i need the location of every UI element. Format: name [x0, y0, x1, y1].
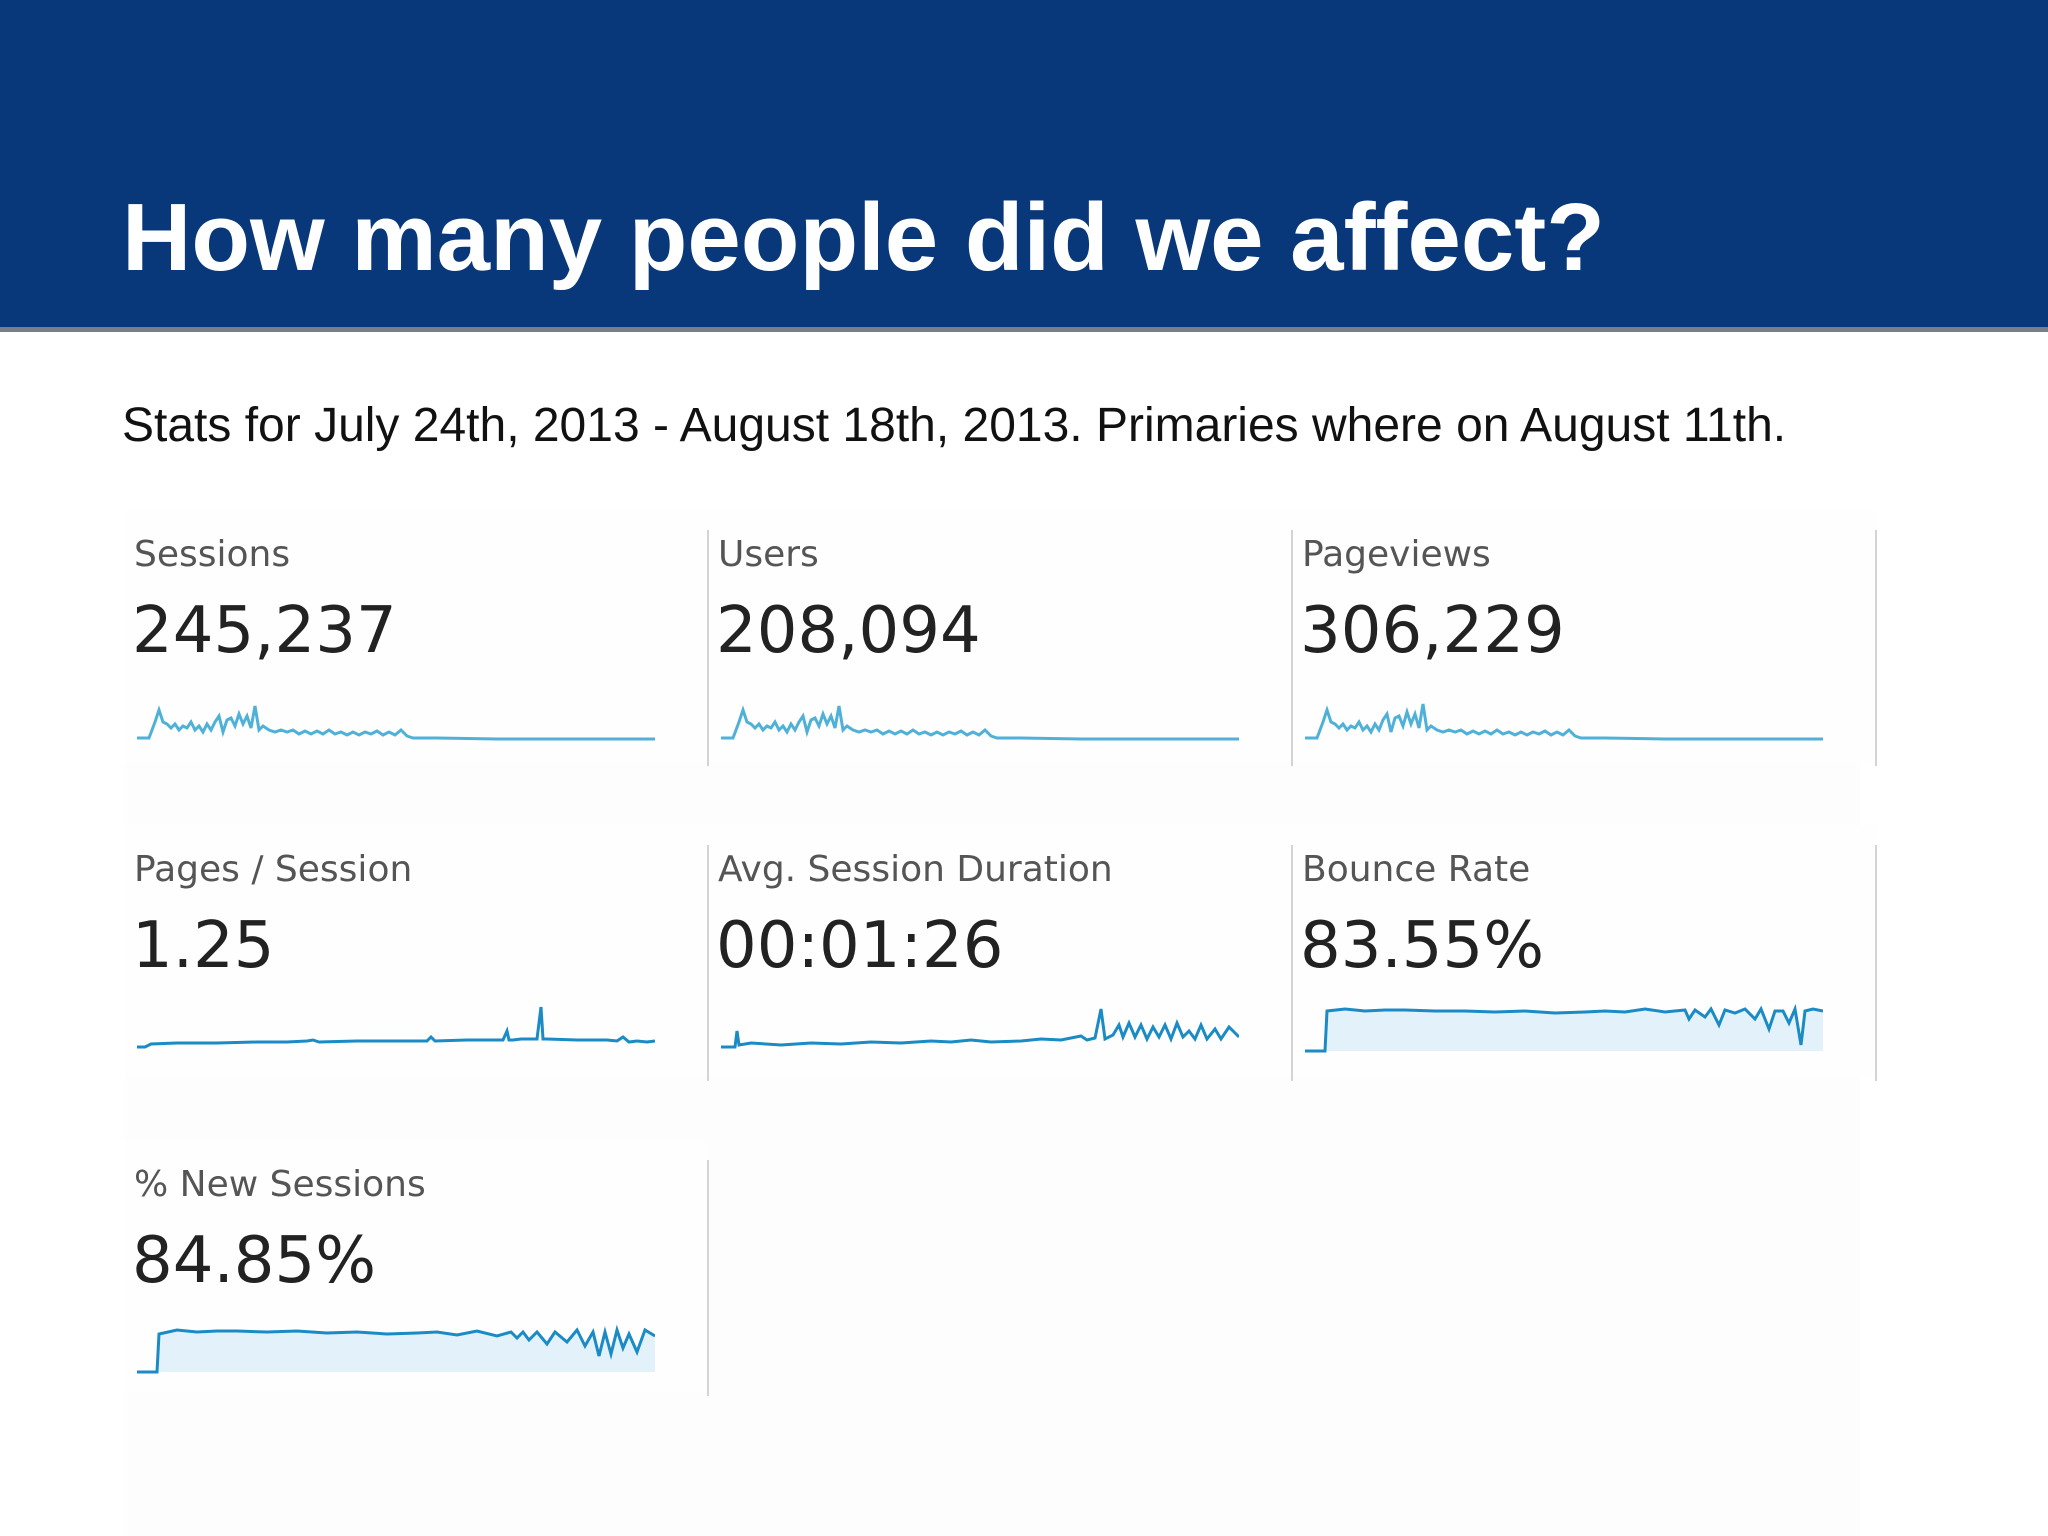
slide-title: How many people did we affect?	[122, 184, 1605, 291]
tile-divider	[1291, 530, 1293, 766]
users-sparkline	[721, 705, 1239, 741]
metric-label: Sessions	[134, 534, 291, 575]
metric-tile-new-sessions[interactable]: % New Sessions 84.85%	[125, 1140, 709, 1396]
metric-tile-bounce-rate[interactable]: Bounce Rate 83.55%	[1293, 825, 1877, 1081]
metric-value: 84.85%	[132, 1224, 377, 1298]
header-rule	[0, 327, 2048, 332]
metric-value: 00:01:26	[716, 909, 1004, 983]
slide-subtitle: Stats for July 24th, 2013 - August 18th,…	[122, 399, 1787, 452]
metric-label: Bounce Rate	[1302, 849, 1531, 890]
pages-per-session-sparkline	[137, 1006, 655, 1049]
metric-tile-users[interactable]: Users 208,094	[709, 510, 1293, 766]
metric-tile-pageviews[interactable]: Pageviews 306,229	[1293, 510, 1877, 766]
metric-value: 208,094	[716, 594, 981, 668]
tile-divider	[707, 530, 709, 766]
tile-divider	[707, 845, 709, 1081]
analytics-overview-panel: Sessions 245,237 Users 208,094 Pageviews…	[125, 510, 1877, 1536]
metric-label: % New Sessions	[134, 1164, 426, 1205]
slide-header	[0, 0, 2048, 327]
tile-divider	[1875, 845, 1877, 1081]
metric-value: 245,237	[132, 594, 397, 668]
bounce-rate-sparkline	[1305, 1003, 1823, 1053]
pageviews-sparkline	[1305, 703, 1823, 741]
metric-tile-pages-per-session[interactable]: Pages / Session 1.25	[125, 825, 709, 1081]
tile-divider	[707, 1160, 709, 1396]
sessions-sparkline	[137, 705, 655, 741]
avg-session-duration-sparkline	[721, 1008, 1239, 1049]
metric-label: Pageviews	[1302, 534, 1491, 575]
metric-label: Pages / Session	[134, 849, 413, 890]
metric-label: Avg. Session Duration	[718, 849, 1113, 890]
new-sessions-sparkline	[137, 1324, 655, 1374]
metric-value: 83.55%	[1300, 909, 1545, 983]
metric-tile-sessions[interactable]: Sessions 245,237	[125, 510, 709, 766]
metric-label: Users	[718, 534, 819, 575]
metric-tile-avg-session-duration[interactable]: Avg. Session Duration 00:01:26	[709, 825, 1293, 1081]
tile-divider	[1291, 845, 1293, 1081]
metric-value: 1.25	[132, 909, 275, 983]
tile-divider	[1875, 530, 1877, 766]
metric-value: 306,229	[1300, 594, 1565, 668]
